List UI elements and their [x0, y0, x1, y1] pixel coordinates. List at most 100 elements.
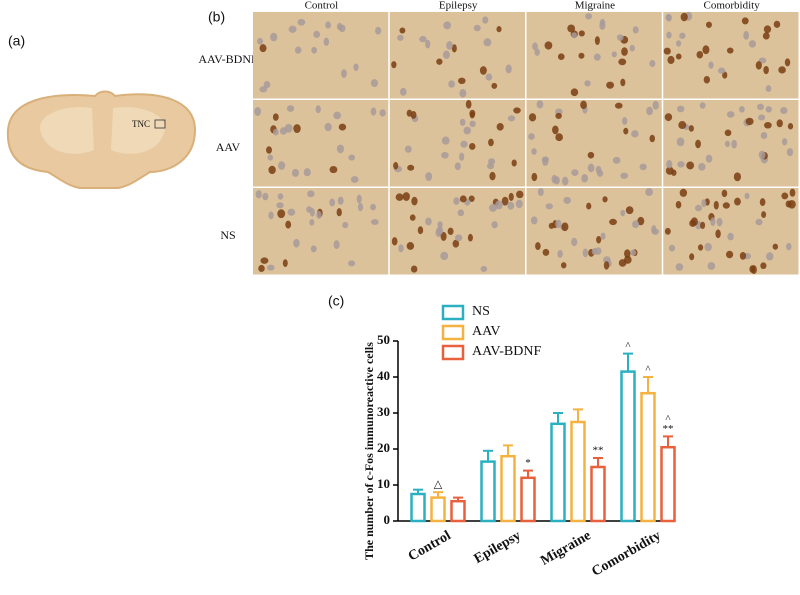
- nucleus: [725, 250, 734, 259]
- nucleus: [285, 220, 292, 229]
- nucleus: [721, 189, 728, 198]
- nucleus: [676, 137, 685, 147]
- bar: [660, 445, 676, 523]
- nucleus: [787, 200, 796, 209]
- nucleus: [548, 222, 555, 229]
- nucleus: [316, 210, 322, 219]
- nucleus: [686, 161, 695, 170]
- nucleus: [496, 122, 504, 131]
- nucleus: [744, 192, 750, 200]
- nucleus: [639, 163, 647, 171]
- nucleus: [618, 58, 627, 66]
- nucleus: [623, 127, 629, 135]
- nucleus: [479, 66, 487, 75]
- nucleus: [272, 113, 279, 121]
- nucleus: [333, 240, 340, 250]
- nucleus: [530, 216, 538, 225]
- nucleus: [336, 22, 343, 31]
- bar: [430, 496, 446, 523]
- nucleus: [708, 61, 714, 69]
- column-label: Control: [305, 0, 339, 12]
- nucleus: [715, 229, 721, 239]
- nucleus: [329, 198, 336, 207]
- nucleus: [578, 52, 585, 59]
- nucleus: [501, 196, 509, 206]
- nucleus: [488, 138, 494, 147]
- nucleus: [425, 217, 432, 226]
- micrograph: [253, 12, 389, 99]
- nucleus: [489, 203, 497, 212]
- nucleus: [446, 41, 453, 50]
- tnc-box: [154, 119, 166, 129]
- region-label: TNC: [132, 119, 150, 129]
- bar: [480, 460, 496, 523]
- nucleus: [582, 248, 589, 258]
- nucleus: [560, 262, 567, 269]
- nucleus: [454, 162, 461, 171]
- significance-mark: △: [434, 479, 443, 491]
- nucleus: [260, 257, 269, 264]
- nucleus: [277, 193, 284, 200]
- significance-mark: ^: [645, 364, 651, 376]
- nucleus: [542, 248, 550, 256]
- nucleus: [409, 214, 416, 221]
- nucleus: [259, 44, 267, 53]
- nucleus: [391, 237, 398, 246]
- nucleus: [557, 53, 565, 61]
- bar: [450, 499, 466, 523]
- nucleus: [338, 123, 347, 131]
- nucleus: [293, 124, 301, 134]
- nucleus: [257, 37, 264, 45]
- y-tick-label: 50: [377, 332, 390, 347]
- nucleus: [785, 242, 792, 251]
- nucleus: [511, 159, 517, 167]
- nucleus: [282, 259, 288, 267]
- nucleus: [699, 102, 706, 109]
- nucleus: [760, 131, 768, 140]
- nucleus: [370, 218, 379, 225]
- nucleus: [437, 221, 443, 228]
- nucleus: [370, 203, 376, 211]
- nucleus: [417, 226, 424, 235]
- nucleus: [468, 195, 475, 202]
- nucleus: [705, 21, 712, 28]
- nucleus: [766, 252, 774, 261]
- nucleus: [532, 42, 538, 51]
- y-axis-label: The number of c-Fos immunoreactive cells: [362, 342, 376, 560]
- nucleus: [459, 88, 467, 98]
- nucleus: [555, 219, 562, 229]
- nucleus: [710, 217, 716, 226]
- nucleus: [542, 157, 549, 166]
- nucleus: [528, 133, 535, 140]
- nucleus: [531, 172, 538, 182]
- nucleus: [734, 197, 741, 206]
- row-label: AAV: [216, 140, 241, 154]
- row-label: AAV-BDNF: [198, 52, 258, 66]
- nucleus: [425, 39, 431, 49]
- nucleus: [402, 192, 410, 201]
- nucleus: [410, 110, 417, 119]
- nucleus: [758, 114, 766, 121]
- nucleus: [555, 133, 563, 142]
- nucleus: [689, 253, 695, 261]
- nucleus: [585, 13, 593, 20]
- nucleus: [664, 113, 673, 122]
- nucleus: [516, 190, 524, 199]
- significance-mark: ^: [625, 340, 631, 352]
- nucleus: [263, 80, 271, 89]
- nucleus: [545, 203, 553, 210]
- nucleus: [561, 176, 569, 186]
- nucleus: [278, 161, 286, 170]
- micrograph: [663, 188, 799, 275]
- nucleus: [581, 173, 589, 183]
- nucleus: [724, 129, 732, 137]
- micrograph-grid: Control Epilepsy Migraine Comorbidity AAV-BD…: [198, 0, 799, 275]
- nucleus: [467, 233, 473, 242]
- nucleus: [370, 79, 379, 88]
- nucleus: [675, 263, 684, 271]
- nucleus: [531, 148, 537, 155]
- nucleus: [587, 163, 595, 173]
- nucleus: [537, 187, 544, 197]
- nucleus: [496, 26, 502, 33]
- nucleus: [755, 218, 763, 226]
